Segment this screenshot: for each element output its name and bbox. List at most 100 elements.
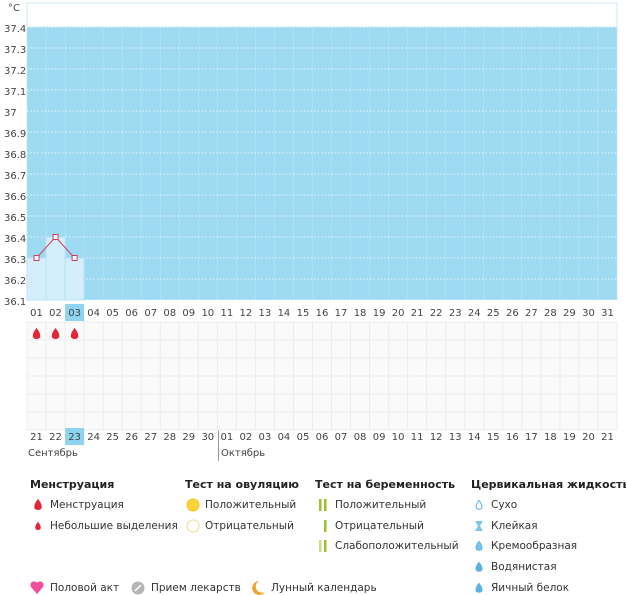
- extra-item: Прием лекарств: [151, 582, 241, 594]
- y-tick-label: 37.1: [4, 87, 26, 98]
- x-tick-label: 05: [106, 308, 119, 319]
- legend-icon: [319, 499, 322, 511]
- cycle-day: 28: [163, 432, 176, 443]
- y-tick-label: 36.1: [4, 297, 26, 308]
- x-tick-label: 28: [544, 308, 557, 319]
- y-tick-label: 36.7: [4, 171, 26, 182]
- legend-icon: [319, 540, 322, 552]
- extra-icon: [252, 581, 265, 595]
- x-tick-label: 24: [468, 308, 481, 319]
- x-tick-label: 15: [297, 308, 310, 319]
- legend-title: Тест на беременность: [315, 478, 455, 491]
- cycle-day: 19: [563, 432, 576, 443]
- legend-icon: [324, 540, 327, 552]
- x-tick-label: 13: [259, 308, 272, 319]
- x-tick-label: 02: [49, 308, 62, 319]
- x-tick-label: 07: [144, 308, 157, 319]
- cycle-day: 05: [297, 432, 310, 443]
- selected-day: [65, 304, 85, 321]
- cycle-day: 06: [316, 432, 329, 443]
- legend-item: Отрицательный: [335, 520, 424, 532]
- x-tick-label: 04: [87, 308, 100, 319]
- legend-item: Кремообразная: [491, 540, 577, 552]
- cycle-day: 16: [506, 432, 519, 443]
- x-tick-label: 03: [68, 308, 81, 319]
- legend-icon: [186, 498, 200, 512]
- x-tick-label: 17: [335, 308, 348, 319]
- legend-icon: [475, 521, 483, 531]
- x-tick-label: 22: [430, 308, 443, 319]
- extra-item: Половой акт: [50, 582, 119, 594]
- selected-cycle-day: [65, 428, 85, 445]
- x-tick-label: 25: [487, 308, 500, 319]
- temp-bar: [64, 257, 85, 301]
- legend-title: Тест на овуляцию: [185, 478, 299, 491]
- temp-bar: [45, 236, 66, 301]
- legend-item: Менструация: [50, 499, 124, 511]
- legend-icon: [34, 499, 42, 510]
- x-tick-label: 16: [316, 308, 329, 319]
- x-tick-label: 27: [525, 308, 538, 319]
- y-tick-label: 36.4: [4, 234, 26, 245]
- x-tick-label: 11: [220, 308, 233, 319]
- legend-icon: [475, 540, 483, 551]
- legend-icon: [475, 582, 483, 593]
- cycle-day: 01: [220, 432, 233, 443]
- legend-item: Положительный: [205, 499, 296, 511]
- cycle-day: 29: [182, 432, 195, 443]
- x-tick-label: 23: [449, 308, 462, 319]
- legend-item: Отрицательный: [205, 520, 294, 532]
- month-label: Октябрь: [221, 448, 265, 459]
- y-tick-label: 36.8: [4, 150, 26, 161]
- legend-title: Цервикальная жидкость: [471, 478, 626, 491]
- x-tick-label: 30: [582, 308, 595, 319]
- temp-bar: [26, 257, 47, 301]
- cycle-day: 07: [335, 432, 348, 443]
- x-tick-label: 14: [278, 308, 291, 319]
- y-tick-label: 37.4: [4, 24, 26, 35]
- month-label: Сентябрь: [28, 448, 78, 459]
- y-tick-label: 37.3: [4, 45, 26, 56]
- cycle-day: 14: [468, 432, 481, 443]
- y-unit: °C: [8, 3, 20, 14]
- cycle-day: 22: [49, 432, 62, 443]
- legend-item: Положительный: [335, 499, 426, 511]
- cycle-day: 12: [430, 432, 443, 443]
- y-tick-label: 36.9: [4, 129, 26, 140]
- legend-icon: [324, 520, 327, 532]
- temp-point: [52, 234, 59, 240]
- x-tick-label: 18: [354, 308, 367, 319]
- cycle-day: 10: [392, 432, 405, 443]
- x-tick-label: 19: [373, 308, 386, 319]
- cycle-day: 26: [125, 432, 138, 443]
- cycle-day: 04: [278, 432, 291, 443]
- cycle-day: 30: [201, 432, 214, 443]
- x-tick-label: 31: [601, 308, 614, 319]
- y-tick-label: 37.2: [4, 66, 26, 77]
- y-tick-label: 36.2: [4, 276, 26, 287]
- extra-item: Лунный календарь: [271, 582, 377, 594]
- extra-icon: [30, 581, 44, 594]
- cycle-day: 23: [68, 432, 81, 443]
- cycle-day: 20: [582, 432, 595, 443]
- legend-icon: [475, 499, 483, 510]
- x-tick-label: 20: [392, 308, 405, 319]
- x-tick-label: 01: [30, 308, 43, 319]
- y-tick-label: 37: [4, 108, 17, 119]
- menstruation-icon: [32, 328, 41, 339]
- cycle-day: 11: [411, 432, 424, 443]
- x-tick-label: 10: [201, 308, 214, 319]
- cycle-day: 15: [487, 432, 500, 443]
- cycle-day: 21: [601, 432, 614, 443]
- cycle-day: 03: [259, 432, 272, 443]
- legend-icon: [186, 519, 200, 533]
- cycle-day: 21: [30, 432, 43, 443]
- x-tick-label: 08: [163, 308, 176, 319]
- cycle-day: 18: [544, 432, 557, 443]
- legend-item: Клейкая: [491, 520, 538, 532]
- cycle-day: 13: [449, 432, 462, 443]
- cycle-day: 24: [87, 432, 100, 443]
- x-tick-label: 26: [506, 308, 519, 319]
- y-tick-label: 36.3: [4, 255, 26, 266]
